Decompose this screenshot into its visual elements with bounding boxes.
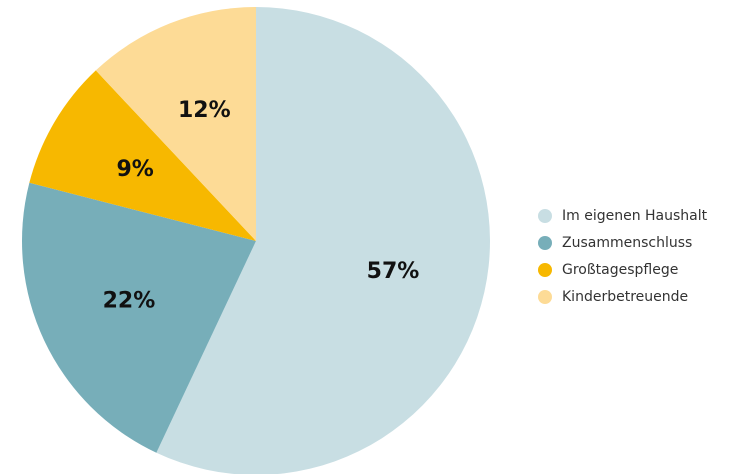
legend-swatch xyxy=(538,262,552,277)
legend-label: Großtagespflege xyxy=(562,261,679,278)
pie-slice-zusammenschluss xyxy=(21,182,256,453)
legend-item-im-eigenen-haushalt: Im eigenen Haushalt xyxy=(538,202,707,229)
legend-swatch xyxy=(538,208,552,223)
slice-label-kinderbetreuende: 12% xyxy=(178,98,231,123)
slice-label-im-eigenen-haushalt: 57% xyxy=(367,259,420,284)
pie-slices xyxy=(21,7,490,474)
legend-item-grosstagespflege: Großtagespflege xyxy=(538,256,707,283)
legend-item-kinderbetreuende: Kinderbetreuende xyxy=(538,283,707,310)
legend-item-zusammenschluss: Zusammenschluss xyxy=(538,229,707,256)
slice-label-zusammenschluss: 22% xyxy=(103,288,156,313)
legend-label: Kinderbetreuende xyxy=(562,288,689,305)
pie-slice-grosstagespflege xyxy=(29,70,257,241)
legend-label: Zusammenschluss xyxy=(562,234,693,251)
legend: Im eigenen Haushalt Zusammenschluss Groß… xyxy=(538,202,707,310)
legend-label: Im eigenen Haushalt xyxy=(562,207,708,224)
pie-slice-kinderbetreuende xyxy=(95,7,256,241)
pie-slice-im-eigenen-haushalt xyxy=(156,7,490,474)
pie-labels: 57% 22% 9% 12% xyxy=(103,98,420,313)
legend-swatch xyxy=(538,289,552,304)
slice-label-grosstagespflege: 9% xyxy=(116,157,153,182)
legend-swatch xyxy=(538,235,552,250)
